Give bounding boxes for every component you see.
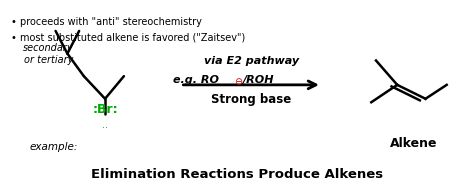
Text: secondary
or tertiary: secondary or tertiary — [23, 43, 74, 65]
Text: via E2 pathway: via E2 pathway — [203, 56, 299, 66]
Text: Alkene: Alkene — [390, 137, 438, 150]
Text: ⊖: ⊖ — [234, 77, 242, 87]
Text: e.g. RO: e.g. RO — [173, 75, 219, 85]
Text: /ROH: /ROH — [242, 75, 273, 85]
Text: • proceeds with "anti" stereochemistry: • proceeds with "anti" stereochemistry — [11, 17, 202, 27]
Text: Elimination Reactions Produce Alkenes: Elimination Reactions Produce Alkenes — [91, 168, 383, 181]
Text: :Br:: :Br: — [92, 103, 118, 116]
Text: example:: example: — [30, 142, 78, 152]
Text: • most substituted alkene is favored ("Zaitsev"): • most substituted alkene is favored ("Z… — [11, 33, 245, 43]
Text: ··: ·· — [102, 123, 108, 134]
Text: Strong base: Strong base — [211, 93, 291, 106]
